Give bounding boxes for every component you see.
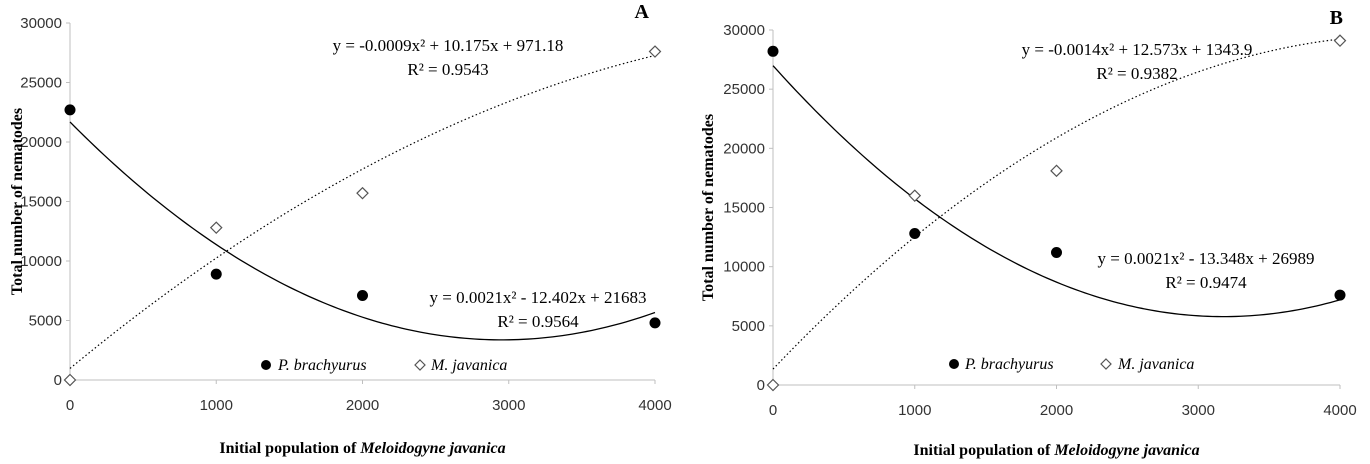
- x-axis-title-species: Meloidogyne javanica: [359, 440, 505, 457]
- r2-m-javanica: R² = 0.9382: [1096, 64, 1177, 83]
- legend-label-p-brachyurus: P. brachyurus: [964, 356, 1054, 373]
- panel-label: B: [1330, 7, 1343, 29]
- equation-p-brachyurus: y = 0.0021x² - 12.402x + 21683: [430, 288, 647, 307]
- x-axis-title: Initial population of Meloidogyne javani…: [913, 442, 1199, 459]
- r2-p-brachyurus: R² = 0.9474: [1165, 273, 1247, 292]
- legend-label-p-brachyurus: P. brachyurus: [277, 357, 367, 374]
- data-point-p-brachyurus: [64, 104, 76, 116]
- y-axis-title: Total number of nematodes: [700, 114, 717, 301]
- y-tick-label: 20000: [723, 140, 765, 157]
- trendline-p-brachyurus: [772, 65, 1341, 318]
- y-tick-label: 0: [54, 372, 62, 389]
- x-axis-title: Initial population of Meloidogyne javani…: [219, 440, 505, 457]
- data-point-m-javanica: [1333, 34, 1347, 47]
- y-tick-label: 25000: [723, 81, 765, 98]
- data-point-m-javanica: [209, 221, 223, 235]
- data-point-m-javanica: [1050, 164, 1063, 178]
- legend-marker-m-javanica: [1100, 358, 1112, 370]
- x-tick-label: 2000: [1040, 402, 1073, 419]
- legend: P. brachyurus M. javanica: [949, 356, 1194, 373]
- x-axis-title-prefix: Initial population of: [219, 440, 360, 457]
- data-point-m-javanica: [766, 378, 780, 392]
- legend-marker-p-brachyurus: [261, 360, 271, 370]
- x-tick-label: 0: [66, 397, 74, 414]
- y-tick-label: 20000: [20, 134, 62, 151]
- data-point-p-brachyurus: [649, 317, 661, 329]
- data-point-p-brachyurus: [1051, 246, 1062, 258]
- x-axis-title-prefix: Initial population of: [913, 442, 1054, 459]
- x-tick-label: 1000: [200, 397, 233, 414]
- chart-panel-b: 0 5000 10000 15000 20000 25000 30000 0 1000 2000 3…: [700, 7, 1357, 459]
- r2-m-javanica: R² = 0.9543: [407, 60, 488, 79]
- equation-m-javanica: y = -0.0014x² + 12.573x + 1343.9: [1022, 40, 1253, 59]
- equation-p-brachyurus: y = 0.0021x² - 13.348x + 26989: [1098, 249, 1315, 268]
- data-point-p-brachyurus: [767, 45, 779, 57]
- data-point-m-javanica: [63, 373, 77, 387]
- y-tick-label: 25000: [20, 75, 62, 92]
- y-tick-label: 10000: [723, 259, 765, 276]
- legend-label-m-javanica: M. javanica: [430, 357, 507, 374]
- y-tick-label: 10000: [20, 253, 62, 270]
- data-point-p-brachyurus: [909, 228, 921, 240]
- y-tick-label: 0: [757, 377, 765, 394]
- y-tick-label: 30000: [723, 22, 765, 39]
- x-tick-label: 4000: [638, 397, 671, 414]
- x-tick-label: 4000: [1323, 402, 1356, 419]
- data-point-m-javanica: [648, 45, 662, 58]
- chart-panel-a: 0 5000 10000 15000 20000 25000 30000 0 1000 2000 3…: [9, 1, 672, 457]
- y-tick-label: 5000: [732, 318, 765, 335]
- y-tick-label: 15000: [20, 194, 62, 211]
- equation-m-javanica: y = -0.0009x² + 10.175x + 971.18: [333, 36, 564, 55]
- legend-marker-m-javanica: [414, 359, 426, 371]
- trendline-p-brachyurus: [69, 121, 656, 341]
- r2-p-brachyurus: R² = 0.9564: [497, 312, 579, 331]
- y-tick-label: 30000: [20, 15, 62, 32]
- data-point-p-brachyurus: [210, 268, 222, 280]
- y-tick-label: 5000: [29, 313, 62, 330]
- x-tick-label: 0: [769, 402, 777, 419]
- trendline-m-javanica: [772, 38, 1341, 370]
- x-tick-label: 1000: [898, 402, 931, 419]
- x-tick-label: 3000: [1182, 402, 1215, 419]
- x-tick-label: 3000: [492, 397, 525, 414]
- legend-marker-p-brachyurus: [949, 359, 959, 369]
- data-point-m-javanica: [356, 186, 369, 200]
- y-axis-title: Total number of nematodes: [9, 108, 26, 295]
- panel-label: A: [635, 1, 650, 23]
- legend-label-m-javanica: M. javanica: [1117, 356, 1194, 373]
- legend: P. brachyurus M. javanica: [261, 357, 507, 374]
- data-point-m-javanica: [908, 189, 922, 203]
- data-point-p-brachyurus: [1334, 289, 1346, 301]
- x-tick-label: 2000: [346, 397, 379, 414]
- data-point-p-brachyurus: [357, 290, 368, 302]
- y-tick-label: 15000: [723, 200, 765, 217]
- x-axis-title-species: Meloidogyne javanica: [1053, 442, 1199, 459]
